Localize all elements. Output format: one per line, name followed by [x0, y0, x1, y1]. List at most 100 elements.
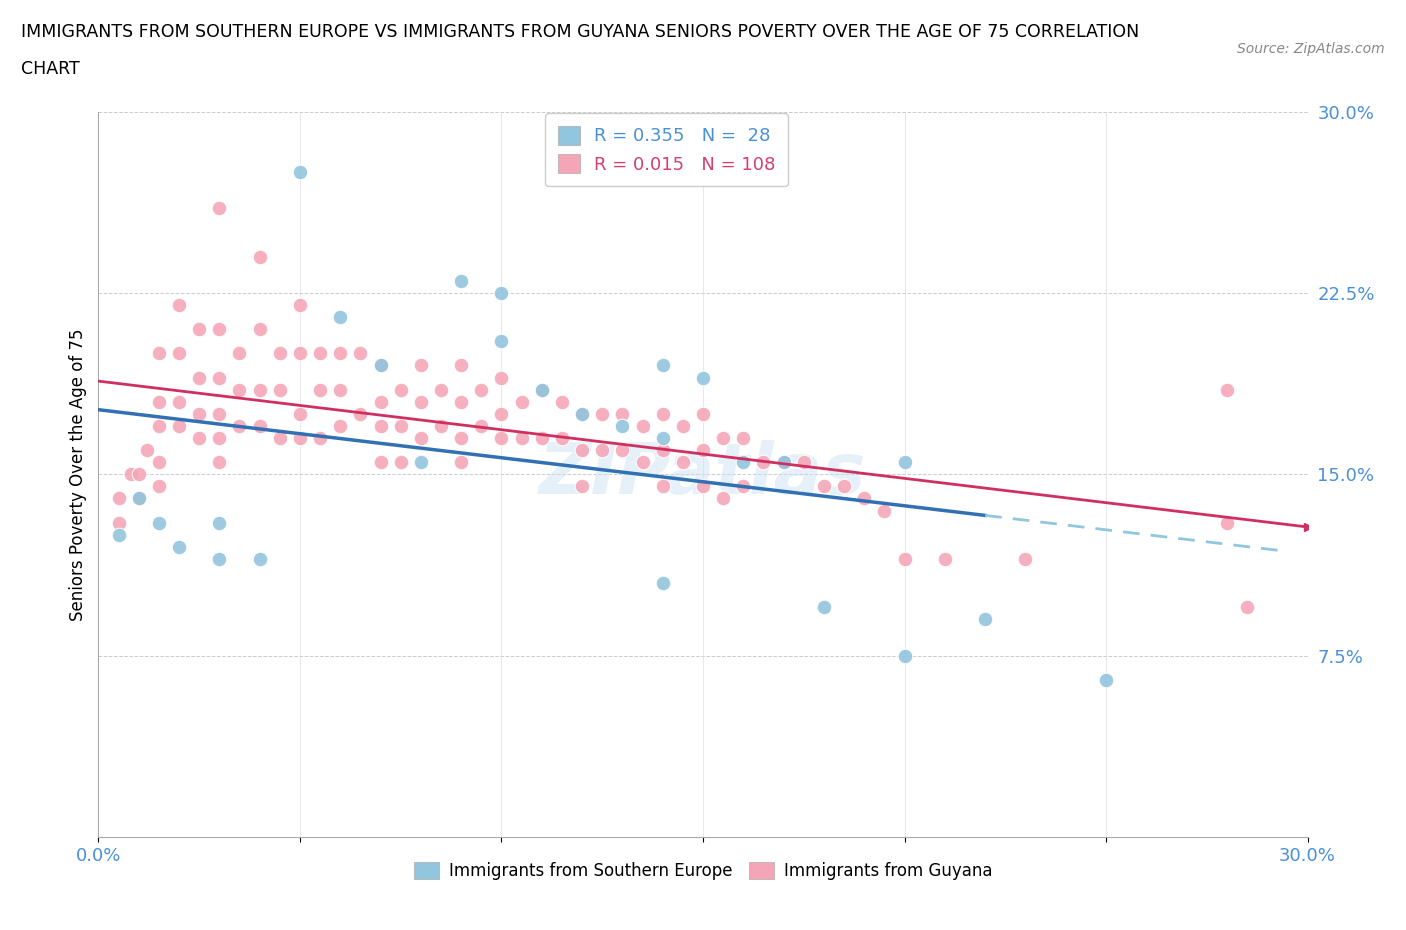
- Point: [1095, 672, 1118, 687]
- Point: [651, 358, 673, 373]
- Point: [450, 394, 472, 409]
- Point: [107, 515, 129, 530]
- Point: [148, 394, 170, 409]
- Point: [853, 491, 876, 506]
- Point: [772, 455, 794, 470]
- Point: [188, 406, 211, 421]
- Point: [651, 443, 673, 458]
- Point: [571, 406, 593, 421]
- Point: [551, 394, 574, 409]
- Text: ZIPatlas: ZIPatlas: [540, 440, 866, 509]
- Point: [571, 406, 593, 421]
- Point: [269, 346, 291, 361]
- Point: [772, 455, 794, 470]
- Point: [128, 491, 150, 506]
- Point: [733, 431, 755, 445]
- Point: [733, 479, 755, 494]
- Point: [733, 455, 755, 470]
- Point: [128, 491, 150, 506]
- Point: [120, 467, 142, 482]
- Point: [208, 201, 231, 216]
- Point: [309, 382, 332, 397]
- Point: [651, 576, 673, 591]
- Point: [288, 346, 311, 361]
- Point: [631, 455, 654, 470]
- Point: [409, 431, 432, 445]
- Point: [510, 394, 533, 409]
- Point: [249, 322, 271, 337]
- Point: [491, 334, 513, 349]
- Point: [188, 431, 211, 445]
- Point: [188, 322, 211, 337]
- Point: [692, 406, 714, 421]
- Y-axis label: Seniors Poverty Over the Age of 75: Seniors Poverty Over the Age of 75: [69, 328, 87, 620]
- Point: [692, 443, 714, 458]
- Point: [148, 455, 170, 470]
- Point: [167, 298, 190, 312]
- Point: [530, 382, 553, 397]
- Point: [450, 273, 472, 288]
- Point: [813, 600, 835, 615]
- Point: [612, 418, 634, 433]
- Point: [269, 431, 291, 445]
- Point: [329, 346, 352, 361]
- Point: [893, 551, 915, 566]
- Point: [752, 455, 775, 470]
- Point: [228, 418, 250, 433]
- Point: [1014, 551, 1036, 566]
- Point: [491, 406, 513, 421]
- Point: [228, 382, 250, 397]
- Point: [208, 551, 231, 566]
- Point: [249, 382, 271, 397]
- Point: [107, 527, 129, 542]
- Point: [672, 455, 695, 470]
- Point: [571, 479, 593, 494]
- Legend: Immigrants from Southern Europe, Immigrants from Guyana: Immigrants from Southern Europe, Immigra…: [406, 856, 1000, 886]
- Point: [249, 249, 271, 264]
- Point: [409, 358, 432, 373]
- Point: [612, 443, 634, 458]
- Point: [651, 406, 673, 421]
- Point: [470, 382, 492, 397]
- Point: [288, 406, 311, 421]
- Point: [893, 648, 915, 663]
- Point: [329, 382, 352, 397]
- Point: [309, 431, 332, 445]
- Point: [591, 443, 613, 458]
- Point: [269, 382, 291, 397]
- Point: [329, 310, 352, 325]
- Point: [208, 322, 231, 337]
- Point: [893, 455, 915, 470]
- Point: [832, 479, 855, 494]
- Point: [711, 431, 734, 445]
- Point: [370, 358, 392, 373]
- Point: [651, 479, 673, 494]
- Point: [148, 515, 170, 530]
- Point: [470, 418, 492, 433]
- Point: [128, 467, 150, 482]
- Point: [208, 406, 231, 421]
- Point: [591, 406, 613, 421]
- Point: [249, 551, 271, 566]
- Point: [288, 431, 311, 445]
- Point: [208, 515, 231, 530]
- Point: [1236, 600, 1258, 615]
- Point: [450, 455, 472, 470]
- Point: [409, 455, 432, 470]
- Point: [148, 346, 170, 361]
- Point: [430, 418, 453, 433]
- Point: [692, 370, 714, 385]
- Point: [430, 382, 453, 397]
- Point: [370, 358, 392, 373]
- Text: IMMIGRANTS FROM SOUTHERN EUROPE VS IMMIGRANTS FROM GUYANA SENIORS POVERTY OVER T: IMMIGRANTS FROM SOUTHERN EUROPE VS IMMIG…: [21, 23, 1139, 41]
- Point: [651, 431, 673, 445]
- Point: [107, 491, 129, 506]
- Point: [167, 418, 190, 433]
- Point: [450, 358, 472, 373]
- Point: [288, 165, 311, 179]
- Point: [349, 406, 371, 421]
- Point: [672, 418, 695, 433]
- Point: [389, 455, 412, 470]
- Point: [349, 346, 371, 361]
- Point: [370, 455, 392, 470]
